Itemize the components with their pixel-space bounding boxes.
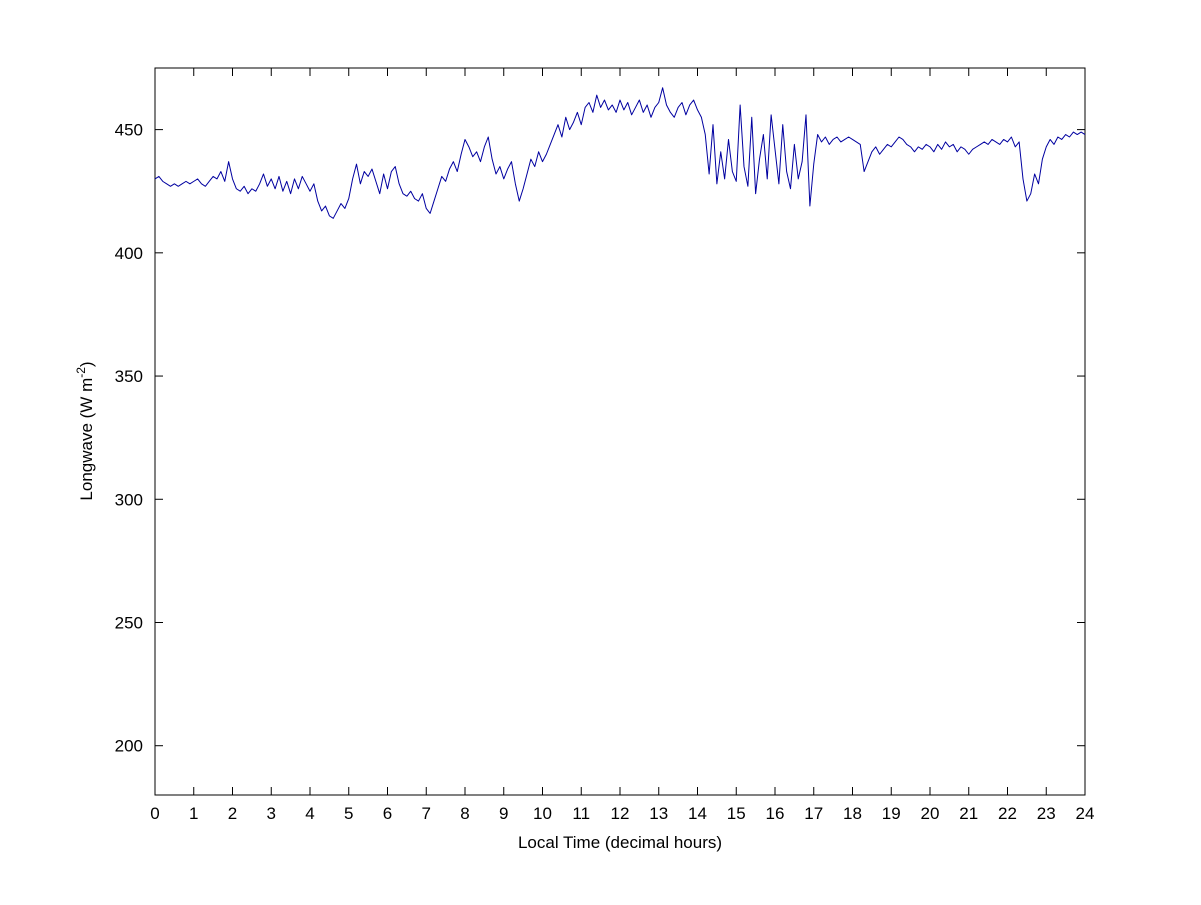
x-tick-label: 10 — [533, 804, 552, 823]
x-tick-label: 16 — [766, 804, 785, 823]
x-tick-label: 9 — [499, 804, 508, 823]
tick-marks — [154, 68, 1086, 795]
y-tick-label: 350 — [115, 367, 143, 386]
y-tick-label: 250 — [115, 613, 143, 632]
x-tick-label: 14 — [688, 804, 707, 823]
x-tick-label: 8 — [460, 804, 469, 823]
y-axis-label: Longwave (W m-2) — [74, 361, 96, 500]
x-tick-label: 23 — [1037, 804, 1056, 823]
y-tick-labels: 200 250 300 350 400 450 — [115, 121, 143, 756]
x-tick-label: 17 — [804, 804, 823, 823]
x-tick-label: 20 — [921, 804, 940, 823]
x-tick-label: 18 — [843, 804, 862, 823]
data-series — [154, 87, 1086, 219]
x-tick-label: 11 — [572, 804, 590, 823]
x-tick-label: 0 — [150, 804, 159, 823]
x-tick-label: 3 — [267, 804, 276, 823]
y-axis-label-main: Longwave (W m — [77, 378, 96, 501]
y-tick-label: 300 — [115, 490, 143, 509]
x-tick-label: 13 — [649, 804, 668, 823]
data-line — [154, 87, 1086, 219]
axes-box — [154, 67, 1086, 796]
x-tick-labels: 0 1 2 3 4 5 6 7 8 9 10 11 12 13 14 15 16 17 18 19 20 21 22 23 24 — [150, 804, 1094, 823]
x-tick-label: 19 — [882, 804, 901, 823]
x-tick-label: 12 — [611, 804, 630, 823]
x-tick-label: 1 — [189, 804, 198, 823]
y-tick-label: 400 — [115, 244, 143, 263]
x-tick-label: 4 — [305, 804, 314, 823]
x-tick-label: 2 — [228, 804, 237, 823]
y-axis-label-end: ) — [77, 361, 96, 367]
x-tick-label: 5 — [344, 804, 353, 823]
x-tick-label: 22 — [998, 804, 1017, 823]
y-tick-label: 200 — [115, 737, 143, 756]
x-tick-label: 7 — [422, 804, 431, 823]
x-tick-label: 6 — [383, 804, 392, 823]
x-tick-label: 24 — [1076, 804, 1095, 823]
x-axis-label: Local Time (decimal hours) — [518, 833, 722, 852]
y-axis-label-superscript: -2 — [74, 367, 88, 378]
x-tick-label: 15 — [727, 804, 746, 823]
x-tick-label: 21 — [959, 804, 978, 823]
y-tick-label: 450 — [115, 121, 143, 140]
